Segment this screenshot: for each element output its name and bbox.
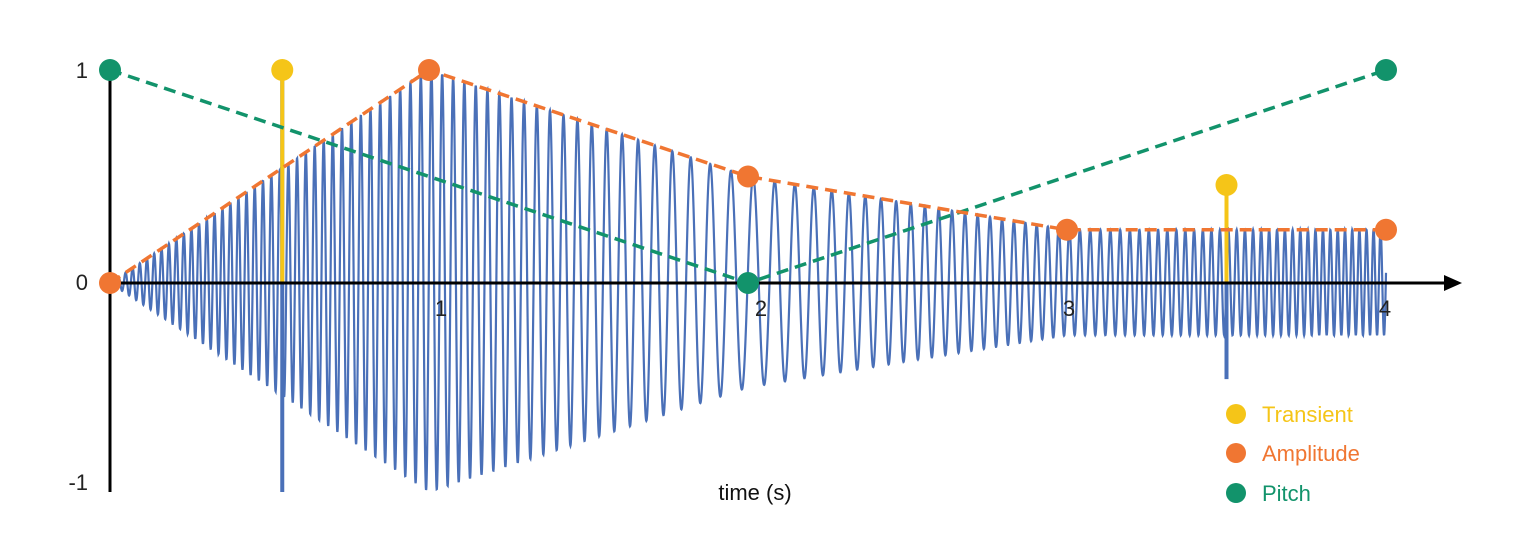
y-tick-label: 0 bbox=[76, 270, 88, 295]
transient-point bbox=[1215, 174, 1238, 197]
x-axis-title: time (s) bbox=[718, 480, 791, 505]
legend: Transient Amplitude Pitch bbox=[1226, 402, 1360, 506]
legend-marker-pitch bbox=[1226, 483, 1246, 503]
amplitude-line bbox=[109, 68, 1386, 285]
pitch-point bbox=[99, 59, 121, 81]
amplitude-point bbox=[1375, 218, 1397, 241]
pitch-point bbox=[1375, 59, 1397, 81]
waveform-line bbox=[109, 70, 1388, 492]
transient-point bbox=[271, 59, 294, 81]
legend-label-amplitude: Amplitude bbox=[1262, 441, 1360, 466]
x-tick-label: 2 bbox=[755, 296, 767, 321]
pitch-point bbox=[737, 272, 759, 294]
amplitude-point bbox=[1056, 218, 1078, 241]
y-tick-label: 1 bbox=[76, 58, 88, 83]
x-axis-arrow bbox=[1444, 275, 1462, 291]
legend-marker-amplitude bbox=[1226, 443, 1246, 463]
amplitude-point bbox=[99, 272, 121, 294]
x-tick-label: 4 bbox=[1379, 296, 1391, 321]
envelope-series bbox=[99, 59, 1397, 294]
y-tick-label: -1 bbox=[68, 470, 88, 495]
legend-marker-transient bbox=[1226, 404, 1246, 424]
legend-label-pitch: Pitch bbox=[1262, 481, 1311, 506]
x-tick-label: 1 bbox=[435, 296, 447, 321]
amplitude-point bbox=[737, 165, 759, 188]
amplitude-point bbox=[418, 59, 440, 81]
x-tick-label: 3 bbox=[1063, 296, 1075, 321]
waveform bbox=[109, 70, 1388, 492]
legend-label-transient: Transient bbox=[1262, 402, 1353, 427]
